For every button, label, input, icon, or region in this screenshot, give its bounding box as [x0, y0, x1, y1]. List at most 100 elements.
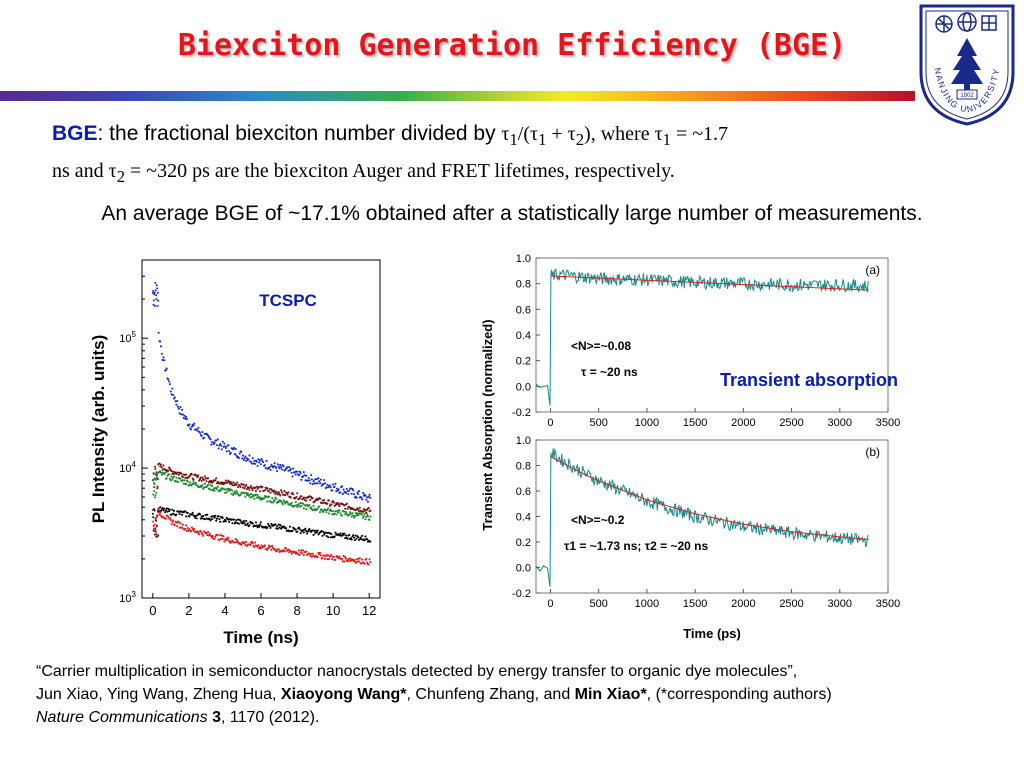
- data-point: [215, 477, 218, 480]
- panel-note-lifetime: τ1 = ~1.73 ns; τ2 = ~20 ns: [564, 539, 708, 553]
- data-point: [171, 387, 174, 390]
- data-point: [316, 529, 319, 532]
- data-point: [353, 539, 356, 542]
- data-point: [207, 483, 210, 486]
- y-axis-label: Transient Absorption (normalized): [480, 319, 495, 530]
- data-point: [258, 459, 262, 462]
- data-point: [183, 414, 186, 417]
- logo-emblem-left: [935, 15, 953, 33]
- data-point: [248, 488, 251, 491]
- data-point: [223, 442, 226, 445]
- data-point: [153, 483, 156, 486]
- data-point: [309, 498, 312, 501]
- data-point: [299, 501, 302, 504]
- data-point: [330, 503, 333, 506]
- data-point: [277, 523, 280, 526]
- data-point: [349, 511, 352, 514]
- data-point: [203, 482, 206, 485]
- data-point: [343, 504, 346, 507]
- data-point: [313, 529, 316, 532]
- data-point: [228, 487, 231, 490]
- data-point: [168, 477, 171, 480]
- data-point: [153, 527, 156, 530]
- data-point: [270, 501, 273, 504]
- data-point: [326, 502, 329, 505]
- data-point: [249, 496, 252, 499]
- data-point: [293, 550, 296, 553]
- data-point: [287, 491, 290, 494]
- data-point: [327, 558, 331, 561]
- data-point: [287, 469, 290, 472]
- data-point: [293, 504, 296, 507]
- data-point: [321, 556, 324, 559]
- data-point: [193, 422, 196, 425]
- data-point: [173, 524, 176, 527]
- data-point: [245, 459, 248, 462]
- data-point: [280, 491, 283, 494]
- data-point: [215, 444, 219, 447]
- data-point: [329, 536, 332, 539]
- data-point: [331, 489, 334, 492]
- data-point: [152, 472, 155, 475]
- data-point: [241, 457, 244, 460]
- x-tick-label: 3000: [828, 598, 852, 610]
- data-point: [325, 486, 328, 489]
- data-point: [318, 482, 322, 485]
- data-point: [356, 560, 359, 563]
- data-point: [172, 519, 175, 522]
- data-point: [213, 489, 216, 492]
- data-point: [160, 352, 163, 355]
- data-point: [162, 464, 165, 467]
- data-point: [225, 491, 228, 494]
- ta-panel-a: 0 500 1000 1500 2000 2500 3000 3500 -0.2 0.0 0.2 0.…: [512, 253, 900, 429]
- data-point: [344, 507, 347, 510]
- data-point: [345, 502, 348, 505]
- data-point: [275, 466, 278, 469]
- data-point: [294, 501, 297, 504]
- data-point: [323, 557, 326, 560]
- data-point: [343, 510, 346, 513]
- data-point: [295, 504, 298, 507]
- data-point: [167, 378, 170, 381]
- data-point: [235, 483, 238, 486]
- transient-absorption-chart: 0 500 1000 1500 2000 2500 3000 3500 -0.2 0.0 0.2 0.…: [480, 253, 900, 641]
- data-point: [153, 523, 156, 526]
- data-point: [246, 492, 249, 495]
- data-point: [181, 526, 184, 529]
- data-point: [179, 406, 182, 409]
- data-point: [331, 513, 334, 516]
- x-tick-label: 1500: [683, 417, 707, 429]
- data-point: [262, 461, 265, 464]
- data-point: [355, 496, 358, 499]
- data-point: [235, 454, 238, 457]
- data-point: [164, 509, 167, 512]
- data-point: [349, 512, 352, 515]
- data-point: [154, 467, 157, 470]
- data-point: [323, 482, 326, 485]
- data-point: [202, 534, 205, 537]
- data-point: [179, 522, 182, 525]
- data-point: [182, 416, 185, 419]
- data-point: [315, 478, 318, 481]
- data-point: [179, 477, 182, 480]
- data-point: [203, 475, 206, 478]
- data-point: [311, 509, 314, 512]
- data-point: [297, 553, 300, 556]
- data-point: [267, 490, 270, 493]
- data-point: [327, 512, 331, 515]
- ta-annotation: Transient absorption: [720, 370, 898, 390]
- data-point: [181, 513, 184, 516]
- data-point: [188, 515, 191, 518]
- data-point: [245, 519, 248, 522]
- data-point: [270, 463, 273, 466]
- data-point: [354, 512, 357, 515]
- data-point: [224, 488, 227, 491]
- data-point: [357, 536, 360, 539]
- data-point: [288, 551, 291, 554]
- data-point: [161, 507, 164, 510]
- data-point: [172, 393, 175, 397]
- data-point: [357, 557, 360, 560]
- data-point: [218, 490, 221, 493]
- tcspc-annotation: TCSPC: [259, 291, 317, 310]
- data-point: [312, 504, 315, 508]
